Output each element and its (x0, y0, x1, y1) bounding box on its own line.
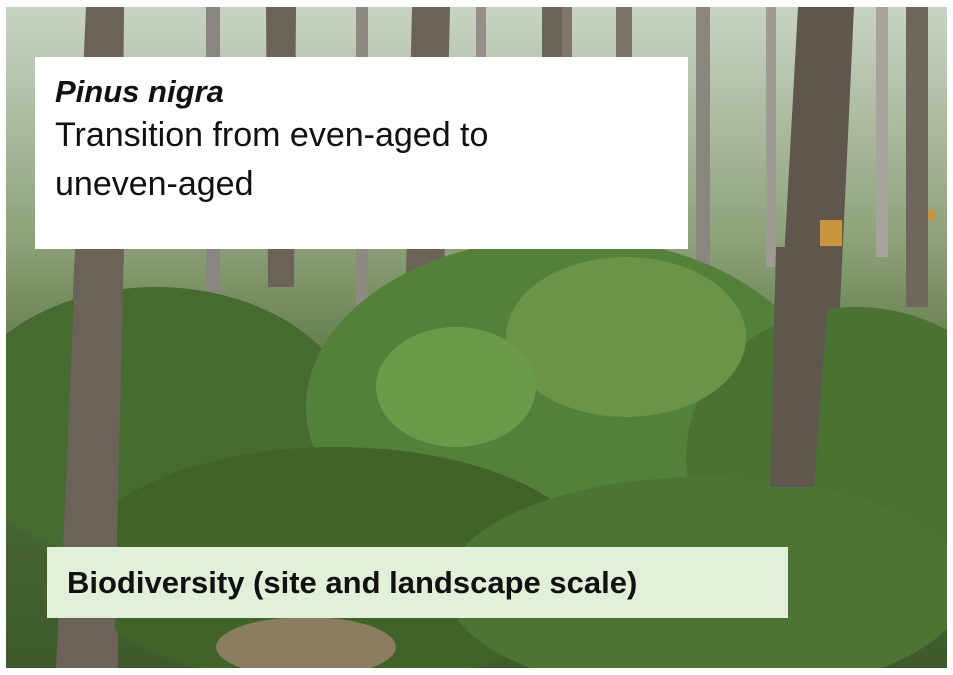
caption: Biodiversity (site and landscape scale) (67, 565, 637, 601)
page: Pinus nigra Transition from even-aged to… (0, 0, 953, 675)
title-box: Pinus nigra Transition from even-aged to… (35, 57, 688, 249)
description: Transition from even-aged to uneven-aged (55, 111, 575, 209)
species-name: Pinus nigra (55, 73, 668, 111)
caption-box: Biodiversity (site and landscape scale) (47, 547, 788, 618)
